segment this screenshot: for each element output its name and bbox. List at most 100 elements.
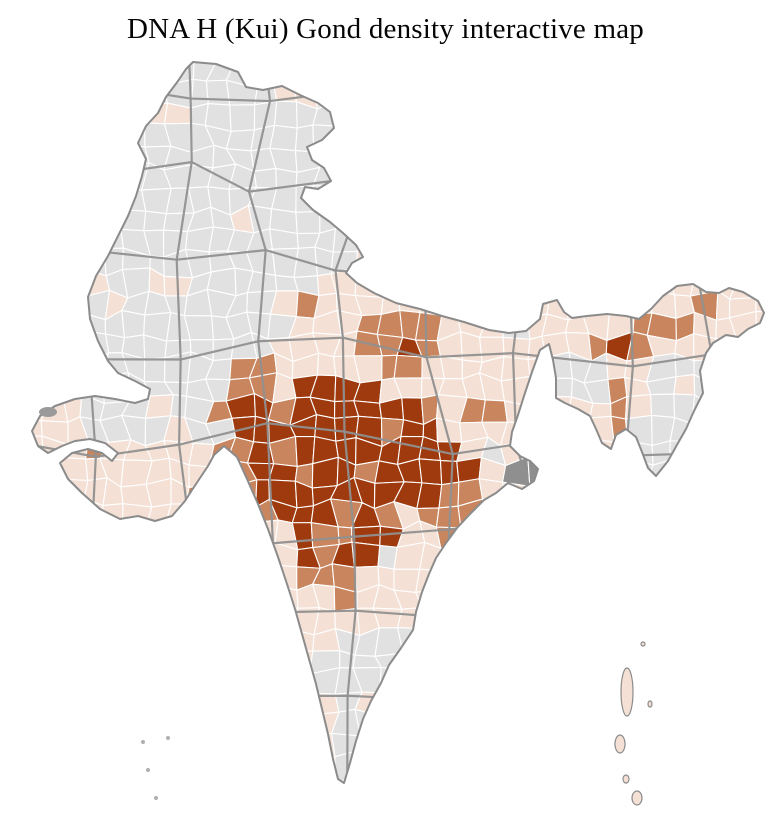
district-cell[interactable]: [123, 695, 147, 715]
district-cell[interactable]: [379, 214, 402, 234]
district-cell[interactable]: [750, 478, 771, 503]
district-cell[interactable]: [758, 145, 771, 170]
district-cell[interactable]: [624, 541, 657, 571]
island[interactable]: [622, 774, 630, 784]
district-cell[interactable]: [526, 183, 551, 213]
district-cell[interactable]: [57, 103, 88, 132]
district-cell[interactable]: [750, 691, 771, 718]
district-cell[interactable]: [441, 654, 465, 676]
district-cell[interactable]: [105, 333, 125, 354]
district-cell[interactable]: [354, 267, 384, 298]
district-cell[interactable]: [207, 626, 236, 653]
district-cell[interactable]: [295, 752, 317, 782]
district-cell[interactable]: [42, 169, 64, 191]
district-cell[interactable]: [730, 208, 757, 228]
district-cell[interactable]: [99, 167, 129, 192]
district-cell[interactable]: [750, 628, 771, 652]
district-cell[interactable]: [542, 793, 568, 813]
district-cell[interactable]: [143, 707, 175, 739]
district-cell[interactable]: [650, 393, 676, 419]
district-cell[interactable]: [166, 774, 189, 797]
district-cell[interactable]: [669, 416, 697, 442]
district-cell[interactable]: [147, 655, 168, 673]
island[interactable]: [640, 641, 646, 647]
district-cell[interactable]: [312, 124, 342, 153]
district-cell[interactable]: [440, 206, 467, 237]
district-cell[interactable]: [667, 750, 699, 780]
district-cell[interactable]: [438, 629, 464, 657]
district-cell[interactable]: [479, 163, 506, 195]
district-cell[interactable]: [584, 756, 613, 779]
district-cell[interactable]: [228, 645, 251, 672]
district-cell[interactable]: [499, 686, 526, 719]
district-cell[interactable]: [204, 774, 236, 801]
district-cell[interactable]: [694, 561, 716, 594]
district-cell[interactable]: [645, 645, 674, 674]
district-cell[interactable]: [568, 79, 594, 106]
district-cell[interactable]: [651, 755, 678, 781]
district-cell[interactable]: [372, 226, 402, 255]
district-cell[interactable]: [398, 708, 421, 736]
district-cell[interactable]: [481, 527, 510, 545]
district-cell[interactable]: [145, 775, 170, 796]
district-cell[interactable]: [21, 79, 45, 111]
district-cell[interactable]: [499, 666, 523, 691]
district-cell[interactable]: [19, 521, 48, 545]
district-cell[interactable]: [233, 589, 257, 616]
district-cell[interactable]: [146, 523, 171, 550]
district-cell[interactable]: [0, 691, 23, 715]
district-cell[interactable]: [584, 776, 614, 801]
district-cell[interactable]: [524, 485, 548, 505]
district-cell[interactable]: [19, 543, 48, 573]
district-cell[interactable]: [646, 59, 674, 83]
district-cell[interactable]: [166, 751, 192, 777]
district-cell[interactable]: [520, 225, 549, 257]
district-cell[interactable]: [18, 435, 44, 468]
district-cell[interactable]: [438, 687, 466, 716]
district-cell[interactable]: [147, 563, 172, 593]
district-cell[interactable]: [273, 100, 298, 129]
district-cell[interactable]: [506, 591, 530, 610]
district-cell[interactable]: [36, 189, 66, 216]
district-cell[interactable]: [230, 566, 257, 591]
district-cell[interactable]: [58, 674, 88, 694]
district-cell[interactable]: [520, 207, 551, 230]
district-cell[interactable]: [478, 62, 509, 88]
district-cell[interactable]: [751, 521, 771, 542]
district-cell[interactable]: [456, 562, 485, 588]
district-cell[interactable]: [309, 55, 333, 63]
district-cell[interactable]: [268, 63, 298, 87]
district-cell[interactable]: [687, 691, 716, 716]
district-cell[interactable]: [458, 794, 486, 813]
district-cell[interactable]: [709, 646, 738, 673]
district-cell[interactable]: [295, 210, 321, 235]
district-cell[interactable]: [290, 778, 317, 800]
district-cell[interactable]: [191, 687, 209, 720]
district-cell[interactable]: [583, 102, 610, 129]
district-cell[interactable]: [582, 208, 615, 237]
district-cell[interactable]: [423, 650, 446, 676]
district-cell[interactable]: [0, 373, 21, 399]
district-cell[interactable]: [504, 564, 531, 594]
district-cell[interactable]: [631, 667, 652, 696]
district-cell[interactable]: [376, 309, 404, 338]
district-cell[interactable]: [438, 671, 466, 690]
district-cell[interactable]: [567, 544, 593, 568]
district-cell[interactable]: [162, 714, 195, 739]
district-cell[interactable]: [228, 626, 251, 651]
district-cell[interactable]: [82, 65, 104, 86]
district-cell[interactable]: [648, 249, 672, 279]
district-cell[interactable]: [715, 62, 734, 83]
district-cell[interactable]: [708, 776, 738, 801]
district-cell[interactable]: [549, 591, 572, 610]
district-cell[interactable]: [687, 60, 718, 83]
district-cell[interactable]: [418, 81, 444, 106]
district-cell[interactable]: [331, 60, 357, 89]
district-cell[interactable]: [0, 436, 21, 466]
district-cell[interactable]: [440, 189, 463, 212]
district-cell[interactable]: [229, 668, 257, 696]
district-cell[interactable]: [436, 122, 466, 151]
district-cell[interactable]: [85, 692, 110, 718]
district-cell[interactable]: [339, 120, 363, 149]
district-cell[interactable]: [670, 225, 698, 252]
